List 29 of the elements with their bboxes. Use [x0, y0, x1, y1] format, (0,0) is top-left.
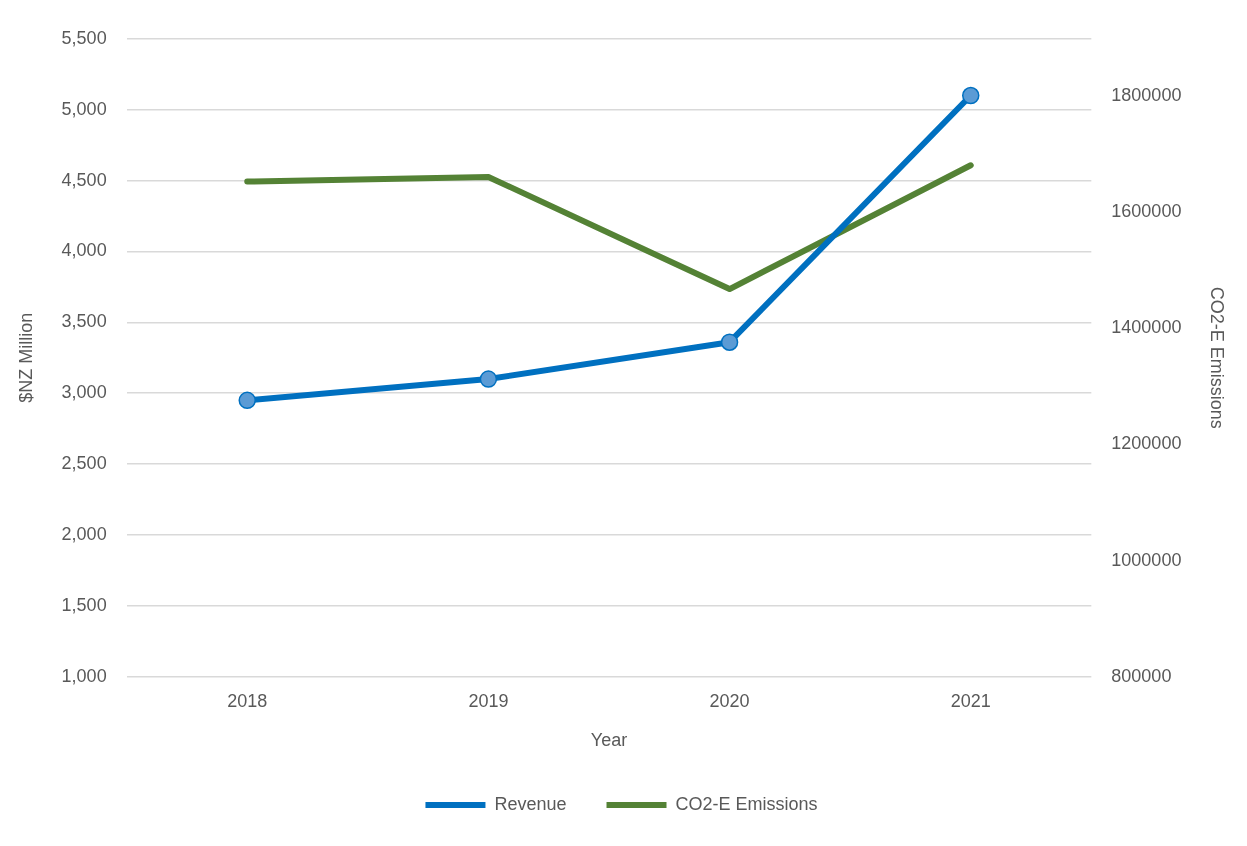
y2-tick-label: 1800000: [1111, 84, 1182, 105]
y-tick-label: 1,500: [61, 594, 107, 615]
y-tick-label: 4,000: [61, 240, 107, 261]
y-tick-label: 5,500: [61, 27, 107, 48]
legend-label: Revenue: [494, 793, 567, 814]
x-tick-label: 2019: [468, 690, 509, 711]
y-tick-label: 2,000: [61, 523, 107, 544]
y-tick-label: 3,500: [61, 311, 107, 332]
y2-tick-label: 1000000: [1111, 549, 1182, 570]
point: [720, 333, 739, 351]
y-tick-label: 4,500: [61, 169, 107, 190]
y-tick-label: 3,000: [61, 382, 107, 403]
y2-tick-label: 1200000: [1111, 433, 1182, 454]
y-axis-title: $NZ Million: [15, 312, 36, 403]
x-axis-title: Year: [590, 730, 628, 751]
y-tick-label: 2,500: [61, 453, 107, 474]
x-tick-label: 2021: [950, 690, 991, 711]
y2-tick-label: 1400000: [1111, 317, 1182, 338]
y2-tick-label: 800000: [1111, 665, 1172, 686]
legend-label: CO2-E Emissions: [675, 793, 818, 814]
x-tick-label: 2018: [227, 690, 268, 711]
x-tick-label: 2020: [709, 690, 750, 711]
y2-tick-label: 1600000: [1111, 200, 1182, 221]
y-tick-label: 1,000: [61, 665, 107, 686]
point: [961, 86, 980, 105]
y-tick-label: 5,000: [61, 98, 107, 119]
point: [479, 370, 498, 388]
y2-axis-title: CO2-E Emissions: [1207, 286, 1228, 429]
point: [238, 391, 256, 410]
